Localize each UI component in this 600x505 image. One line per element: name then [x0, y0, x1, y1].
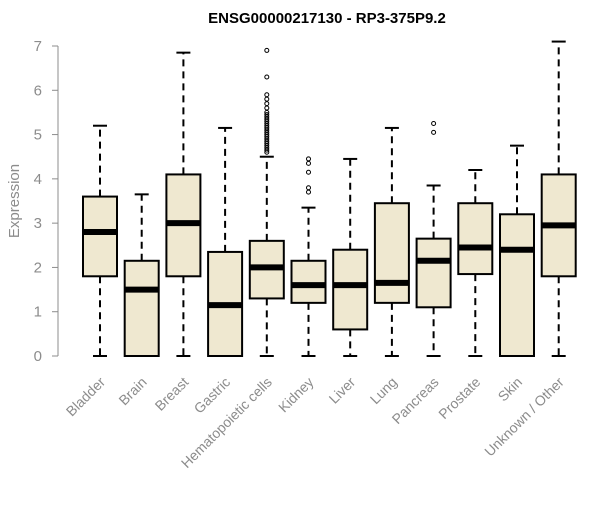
- iqr-box-pancreas: [415, 237, 452, 309]
- x-label-prostate: Prostate: [435, 374, 483, 422]
- y-tick-label-6: 6: [34, 82, 42, 99]
- box-unknown-other: [540, 40, 577, 357]
- box-skin: [499, 144, 535, 357]
- box-pancreas: [415, 121, 452, 357]
- outlier-hematopoietic-cells-21: [264, 96, 270, 102]
- y-tick-label-2: 2: [34, 259, 42, 276]
- y-tick-label-7: 7: [34, 38, 42, 55]
- box-kidney: [290, 156, 327, 357]
- box-lung: [373, 126, 410, 357]
- outlier-hematopoietic-cells-20: [264, 101, 270, 107]
- outlier-hematopoietic-cells-19: [264, 105, 270, 111]
- y-tick-label-3: 3: [34, 215, 42, 232]
- box-brain: [123, 193, 160, 357]
- x-label-bladder: Bladder: [63, 374, 109, 420]
- x-label-lung: Lung: [367, 374, 400, 407]
- iqr-box-lung: [373, 202, 410, 304]
- boxes-group: [82, 40, 577, 357]
- outlier-hematopoietic-cells-22: [264, 92, 270, 98]
- box-liver: [332, 157, 369, 357]
- y-tick-label-0: 0: [34, 348, 42, 365]
- box-bladder: [82, 124, 118, 357]
- y-tick-label-4: 4: [34, 171, 42, 188]
- outlier-hematopoietic-cells-17: [264, 112, 270, 118]
- outlier-hematopoietic-cells-24: [264, 47, 270, 53]
- x-label-skin: Skin: [495, 374, 526, 405]
- outlier-kidney-0: [306, 189, 311, 195]
- outlier-pancreas-0: [431, 129, 437, 135]
- outlier-kidney-4: [306, 156, 311, 162]
- iqr-box-skin: [499, 213, 535, 357]
- y-tick-label-1: 1: [34, 304, 42, 321]
- x-label-unknown-other: Unknown / Other: [481, 374, 567, 460]
- y-tick-label-5: 5: [34, 127, 42, 144]
- y-axis: 0 1 2 3 4 5 6 7: [34, 38, 59, 365]
- x-label-breast: Breast: [152, 374, 192, 414]
- iqr-box-bladder: [82, 195, 118, 278]
- iqr-box-prostate: [457, 202, 494, 276]
- y-axis-label: Expression: [6, 164, 23, 238]
- outlier-hematopoietic-cells-23: [264, 74, 270, 80]
- box-prostate: [457, 169, 494, 357]
- chart-title: ENSG00000217130 - RP3-375P9.2: [208, 10, 446, 27]
- outlier-kidney-2: [306, 169, 311, 175]
- x-label-liver: Liver: [326, 374, 359, 407]
- box-breast: [165, 51, 202, 357]
- box-gastric: [207, 126, 244, 357]
- box-hematopoietic-cells: [248, 47, 285, 357]
- outlier-kidney-3: [306, 160, 311, 166]
- outlier-kidney-1: [306, 185, 311, 191]
- iqr-box-brain: [123, 259, 160, 357]
- x-label-brain: Brain: [115, 374, 149, 408]
- iqr-box-kidney: [290, 259, 327, 304]
- iqr-box-liver: [332, 248, 369, 331]
- outlier-pancreas-1: [431, 121, 437, 126]
- x-label-kidney: Kidney: [275, 374, 317, 416]
